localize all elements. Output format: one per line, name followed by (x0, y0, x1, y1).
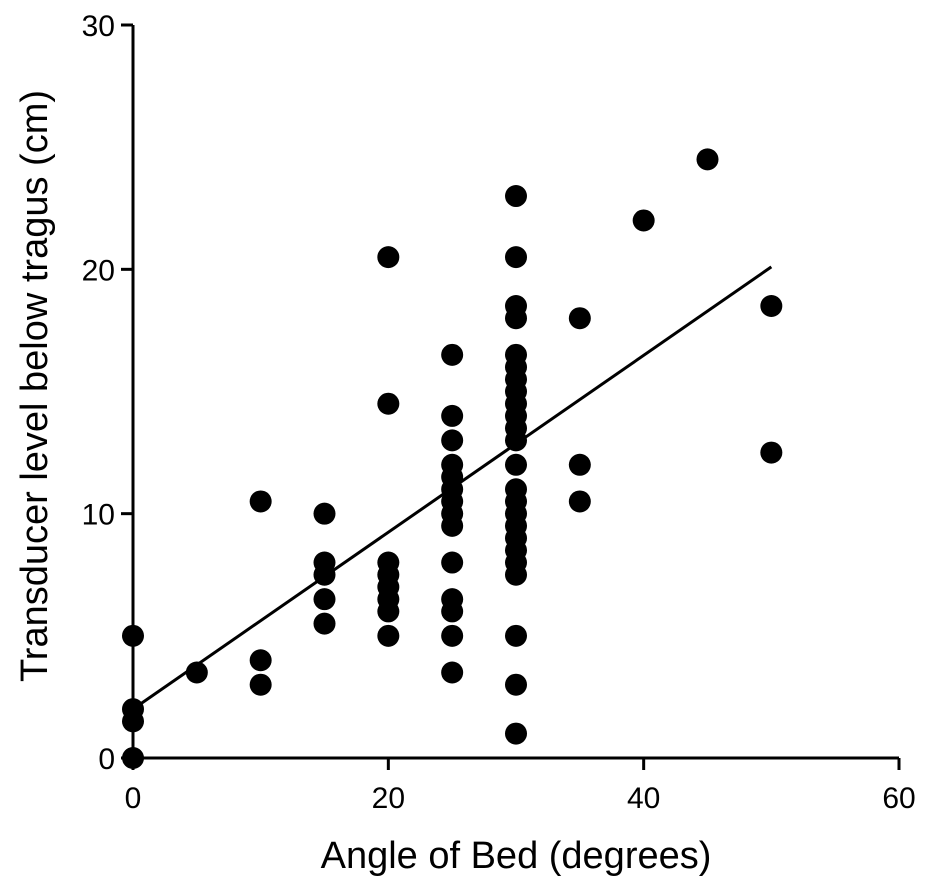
data-point (313, 612, 336, 635)
x-axis-title: Angle of Bed (degrees) (321, 835, 712, 876)
data-point (696, 148, 719, 171)
x-tick-label: 40 (627, 782, 660, 815)
data-point (505, 185, 527, 208)
data-point (441, 624, 464, 647)
data-point (377, 246, 400, 269)
data-point (505, 563, 527, 586)
data-point (377, 600, 400, 623)
y-tick-label: 30 (82, 10, 115, 43)
data-point (377, 624, 400, 647)
data-point (122, 747, 144, 769)
data-point (441, 343, 464, 366)
y-tick-label: 20 (82, 254, 115, 287)
x-tick-label: 0 (125, 782, 142, 815)
data-point (441, 404, 464, 427)
x-axis-ticks: 0 20 40 60 (125, 758, 916, 815)
regression-line (132, 265, 773, 711)
y-axis-ticks: 0 10 20 30 (82, 10, 133, 776)
data-point (377, 392, 400, 415)
data-point (441, 429, 464, 452)
data-point (760, 294, 783, 317)
data-point (505, 453, 527, 476)
data-point (505, 624, 527, 647)
y-tick-label: 0 (98, 743, 115, 776)
y-axis-title: Transducer level below tragus (cm) (14, 90, 56, 682)
data-point (505, 246, 527, 269)
data-point (441, 551, 464, 574)
data-point (441, 600, 464, 623)
y-tick-label: 10 (82, 499, 115, 532)
data-point (249, 649, 272, 672)
data-point (313, 588, 336, 611)
data-point (568, 453, 591, 476)
x-tick-label: 60 (882, 782, 915, 815)
data-point (441, 661, 464, 684)
data-point (122, 710, 144, 733)
axes: 0 10 20 30 0 20 40 60 (82, 10, 916, 815)
data-point (249, 490, 272, 513)
data-point (122, 624, 144, 647)
data-point (760, 441, 783, 464)
data-point (505, 722, 527, 745)
data-point (568, 307, 591, 330)
data-point (505, 307, 527, 330)
data-point (568, 490, 591, 513)
data-point (313, 502, 336, 525)
data-point (505, 673, 527, 696)
data-point (441, 514, 464, 537)
x-tick-label: 20 (372, 782, 405, 815)
data-points (122, 148, 783, 769)
data-point (249, 673, 272, 696)
data-point (632, 209, 655, 232)
